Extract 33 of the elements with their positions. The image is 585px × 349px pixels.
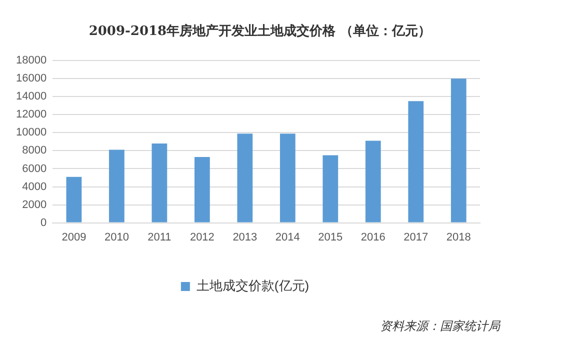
y-tick-label: 18000 — [16, 54, 47, 67]
legend-label: 土地成交价款(亿元) — [196, 278, 310, 294]
y-tick-label: 0 — [40, 216, 47, 229]
x-tick-label: 2016 — [360, 231, 386, 244]
y-tick-label: 8000 — [22, 144, 47, 157]
y-tick-label: 6000 — [22, 162, 47, 175]
bar — [365, 140, 381, 222]
y-tick-label: 16000 — [16, 72, 47, 85]
x-tick-label: 2018 — [446, 231, 471, 244]
y-tick-label: 14000 — [16, 90, 47, 103]
bar — [194, 157, 210, 222]
bar — [450, 78, 466, 222]
x-tick-label: 2012 — [190, 231, 214, 244]
x-tick-label: 2011 — [148, 231, 172, 244]
x-tick-label: 2009 — [62, 231, 86, 244]
y-tick-label: 12000 — [16, 108, 47, 121]
chart-title: 2009-2018年房地产开发业土地成交价格 （单位：亿元） — [88, 22, 432, 40]
bar — [66, 176, 82, 222]
x-tick-label: 2013 — [232, 231, 258, 244]
x-tick-label: 2017 — [404, 231, 428, 244]
bar — [237, 134, 253, 222]
y-tick-label: 2000 — [22, 198, 47, 211]
x-tick-label: 2015 — [318, 231, 343, 244]
bar — [322, 155, 338, 222]
text: 资料来源：国家统计局 — [380, 318, 500, 335]
y-tick-label: 10000 — [16, 126, 47, 139]
x-tick-label: 2014 — [275, 231, 300, 244]
y-tick-label: 4000 — [22, 180, 47, 193]
x-tick-label: 2010 — [104, 231, 129, 244]
bar — [109, 150, 124, 222]
bar — [280, 134, 296, 222]
bar — [408, 101, 424, 222]
bar — [152, 144, 168, 222]
